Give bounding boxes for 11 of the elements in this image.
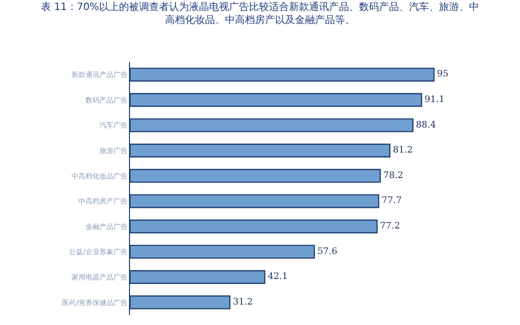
data-label: 57.6 <box>317 246 338 257</box>
data-label: 77.7 <box>382 196 402 206</box>
data-label: 91.1 <box>424 94 445 105</box>
data-label: 88.4 <box>416 120 436 130</box>
data-label: 78.2 <box>383 170 404 181</box>
chart-title: 表 11：70%以上的被调查者认为液晶电视广告比较适合新款通讯产品、数码产品、汽车、旅游、中高档化妆品、中高档房产以及金融产品等。 <box>40 0 480 26</box>
data-label: 77.2 <box>380 221 400 232</box>
data-label: 95 <box>437 70 449 80</box>
data-label: 31.2 <box>232 297 253 308</box>
data-label: 81.2 <box>392 146 413 156</box>
data-label: 42.1 <box>268 272 288 282</box>
